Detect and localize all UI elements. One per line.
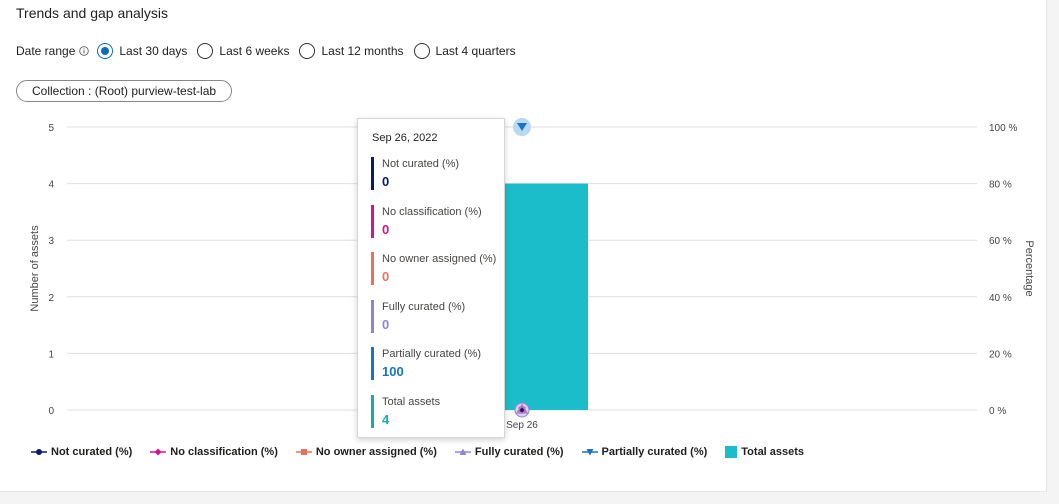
chevron-down-icon [517, 122, 527, 131]
radio-last-30-days[interactable]: Last 30 days [97, 43, 187, 59]
radio-label: Last 4 quarters [435, 44, 516, 58]
tooltip-item-label: Partially curated (%) [382, 348, 482, 360]
legend-label: No classification (%) [170, 446, 278, 458]
radio-label: Last 6 weeks [219, 44, 290, 58]
legend-item-partially-curated[interactable]: Partially curated (%) [581, 446, 708, 458]
info-icon[interactable] [79, 46, 90, 56]
tooltip-item: Not curated (%) 0 [371, 157, 459, 190]
legend-item-total-assets[interactable]: Total assets [725, 446, 804, 458]
date-range-label: Date range [16, 44, 76, 58]
circle-marker-icon [31, 448, 47, 456]
section-title: Trends and gap analysis [16, 5, 169, 21]
tooltip-item: No owner assigned (%) 0 [371, 252, 496, 285]
tooltip-item-label: Fully curated (%) [382, 300, 466, 313]
tooltip-color-bar [371, 299, 374, 333]
tooltip-color-bar [371, 252, 374, 285]
chart-cursor-handle[interactable] [513, 118, 531, 136]
triangle-down-marker-icon [581, 448, 598, 456]
point-fully-curated [515, 403, 529, 414]
y-axis-title: Number of assets [29, 225, 41, 312]
trends-card: Trends and gap analysis Date range Last … [0, 0, 1047, 492]
tooltip-item-label: Total assets [382, 395, 441, 408]
y2-tick-label: 40 % [989, 293, 1012, 304]
tooltip-item-value: 100 [382, 364, 404, 379]
tooltip-color-bar [371, 157, 374, 190]
legend-item-not-curated[interactable]: Not curated (%) [31, 446, 132, 458]
radio-last-6-weeks[interactable]: Last 6 weeks [197, 43, 289, 59]
tooltip-item-label: Not curated (%) [382, 158, 460, 170]
y2-tick-label: 80 % [989, 180, 1012, 191]
legend-label: Not curated (%) [51, 446, 133, 458]
triangle-up-marker-icon [454, 448, 471, 456]
tooltip-item: No classification (%) 0 [371, 204, 482, 238]
date-range-group: Date range Last 30 days Last 6 weeks Las… [16, 40, 526, 62]
y2-tick-label: 60 % [989, 236, 1012, 247]
square-marker-icon [295, 448, 312, 456]
radio-label: Last 30 days [119, 44, 188, 58]
tooltip-color-bar [371, 347, 374, 380]
legend-item-no-owner-assigned[interactable]: No owner assigned (%) [295, 446, 437, 458]
legend-item-no-classification[interactable]: No classification (%) [150, 446, 278, 458]
y2-tick-label: 0 % [989, 406, 1006, 417]
tooltip-item: Partially curated (%) 100 [371, 347, 481, 380]
tooltip-item-label: No owner assigned (%) [382, 253, 497, 265]
radio-button[interactable] [197, 43, 214, 59]
tooltip-item: Total assets 4 [371, 394, 441, 428]
radio-button[interactable] [299, 43, 316, 59]
y-tick-label: 4 [48, 180, 54, 191]
legend-label: No owner assigned (%) [315, 446, 437, 458]
y2-tick-label: 100 % [989, 123, 1017, 134]
tooltip-color-bar [371, 394, 374, 428]
x-tick-label: Sep 26 [506, 420, 538, 431]
tooltip-item-value: 0 [382, 269, 390, 284]
y-tick-label: 2 [48, 293, 54, 304]
tooltip-item-value: 4 [382, 411, 390, 427]
radio-button[interactable] [413, 43, 430, 59]
y-tick-label: 3 [48, 236, 54, 247]
legend-label: Fully curated (%) [474, 446, 564, 458]
y2-tick-label: 20 % [989, 349, 1012, 360]
tooltip-item-value: 0 [382, 221, 390, 237]
legend-label: Total assets [741, 446, 805, 458]
y2-axis-title: Percentage [1023, 240, 1035, 296]
chart-legend: Not curated (%) No classification (%) No… [31, 446, 822, 458]
y-tick-label: 5 [48, 123, 54, 134]
tooltip-item-label: No classification (%) [382, 205, 482, 218]
tooltip-color-bar [371, 204, 374, 238]
radio-last-4-quarters[interactable]: Last 4 quarters [413, 43, 516, 59]
point-not-curated [520, 408, 524, 412]
chart-tooltip: Sep 26, 2022 Not curated (%) 0 No classifi… [357, 118, 505, 438]
tooltip-date: Sep 26, 2022 [372, 132, 438, 144]
tooltip-item: Fully curated (%) 0 [371, 299, 466, 333]
diamond-marker-icon [150, 448, 167, 456]
legend-label: Partially curated (%) [601, 446, 708, 458]
y-tick-label: 1 [48, 349, 54, 360]
tooltip-item-value: 0 [382, 316, 390, 332]
radio-label: Last 12 months [321, 44, 404, 58]
y-tick-label: 0 [48, 406, 54, 417]
bar-swatch-icon [725, 446, 738, 458]
radio-last-12-months[interactable]: Last 12 months [299, 43, 404, 59]
collection-filter-pill[interactable]: Collection : (Root) purview-test-lab [16, 80, 233, 102]
tooltip-item-value: 0 [382, 174, 390, 189]
legend-item-fully-curated[interactable]: Fully curated (%) [454, 446, 564, 458]
radio-button[interactable] [97, 43, 114, 59]
trends-chart: 5 4 3 2 1 0 100 % 80 % 60 % 40 % 20 % 0 % Number of … [29, 123, 1035, 431]
